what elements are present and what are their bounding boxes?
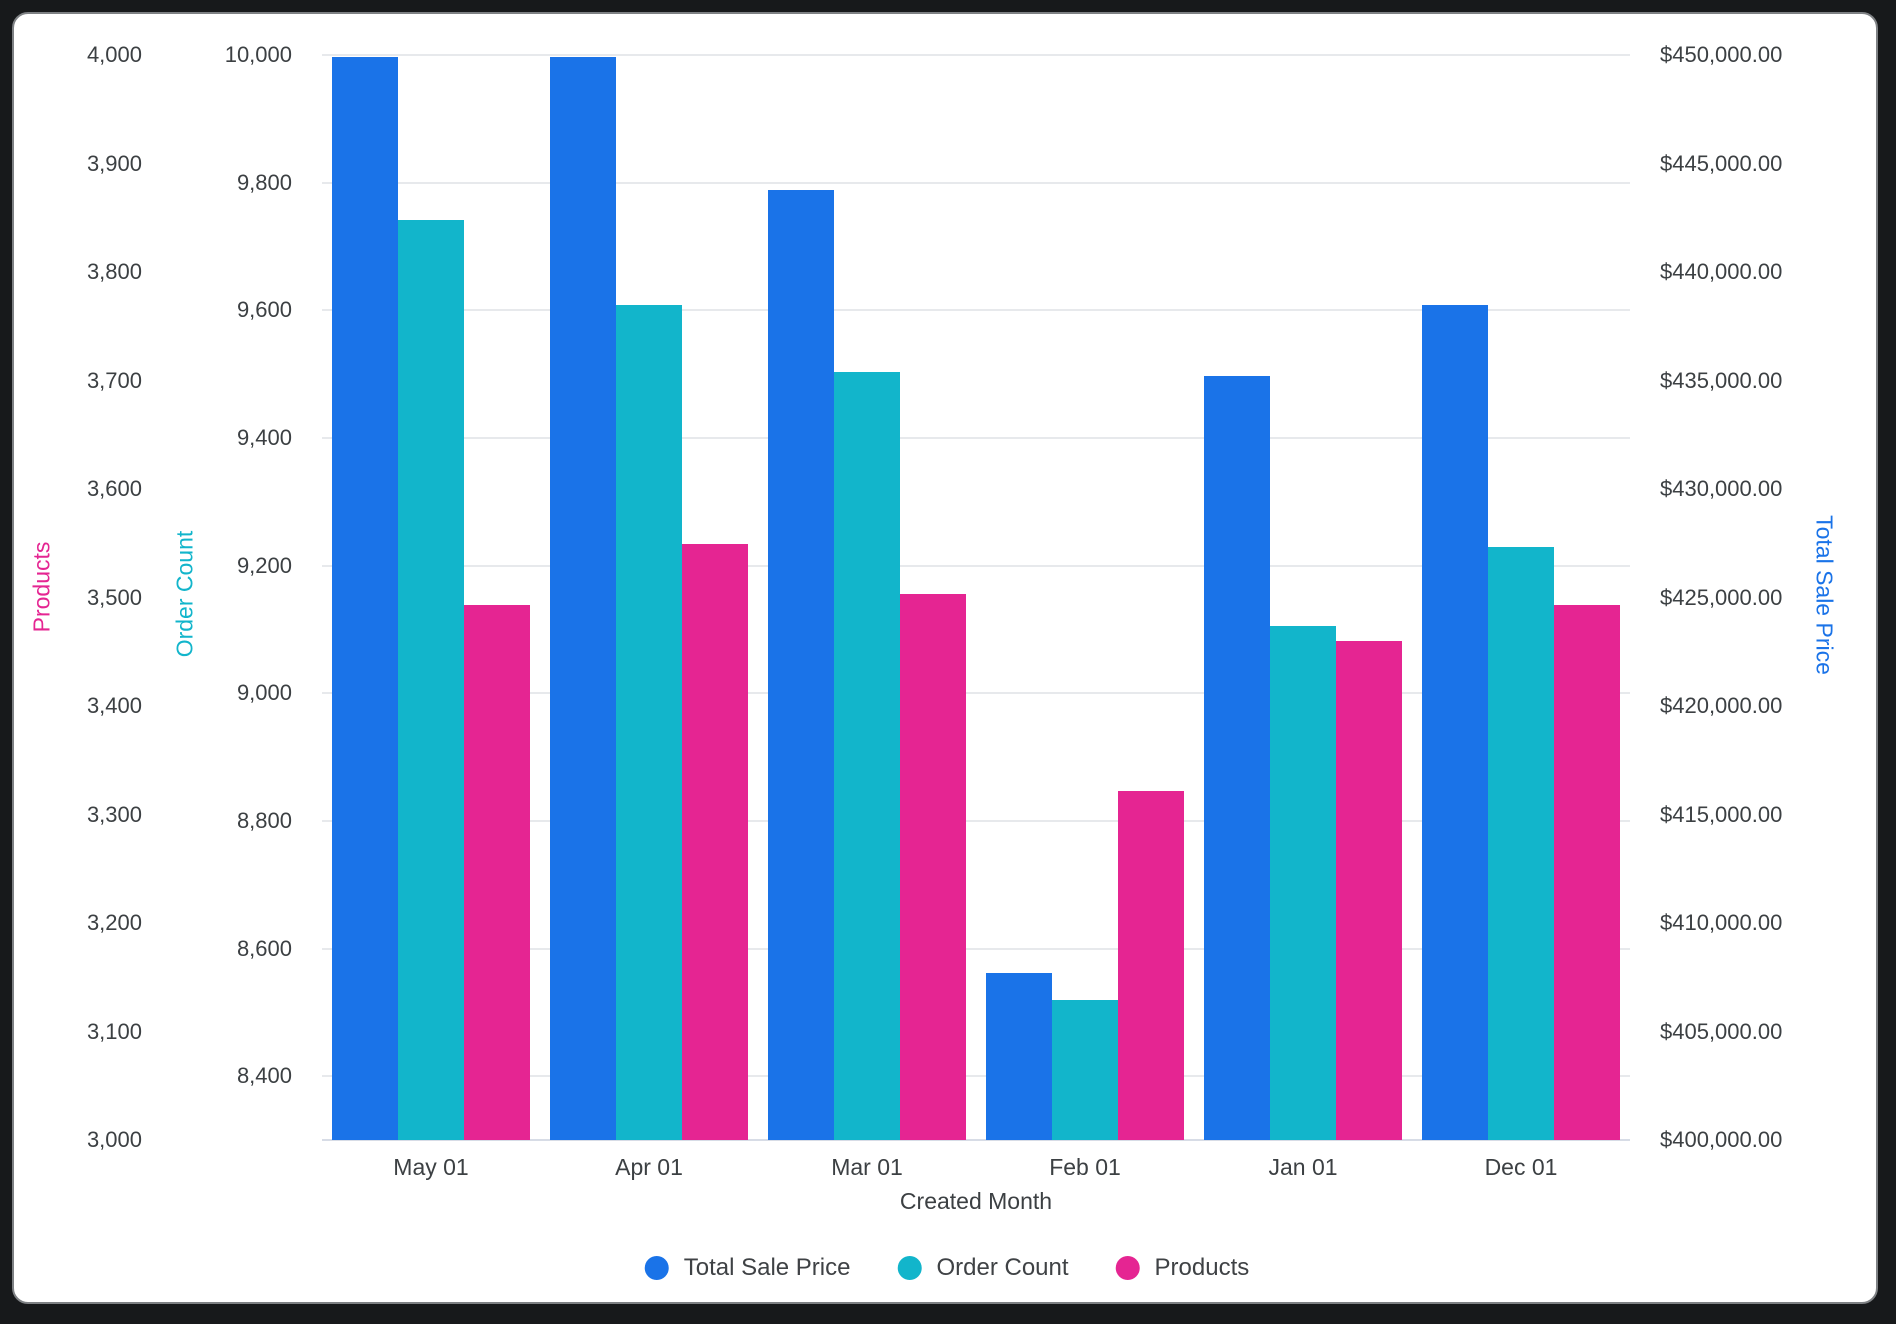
bar-products-jan-01[interactable] [1336, 640, 1402, 1140]
legend-dot-icon [644, 1256, 669, 1280]
bar-total-sale-price-dec-01[interactable] [1422, 304, 1488, 1140]
bar-order-count-feb-01[interactable] [1052, 1000, 1118, 1140]
legend-item-total-sale-price[interactable]: Total Sale Price [644, 1254, 851, 1282]
bar-order-count-may-01[interactable] [398, 219, 464, 1140]
x-axis-title: Created Month [899, 1188, 1053, 1214]
legend-label: Products [1154, 1254, 1250, 1281]
y-axis-title-total-sale-price: Total Sale Price [1811, 515, 1838, 675]
bar-order-count-jan-01[interactable] [1270, 625, 1336, 1140]
bar-products-mar-01[interactable] [900, 594, 966, 1140]
bar-products-dec-01[interactable] [1554, 605, 1620, 1140]
legend-dot-icon [897, 1256, 922, 1280]
bar-total-sale-price-feb-01[interactable] [986, 972, 1052, 1140]
legend-label: Total Sale Price [683, 1254, 851, 1281]
bar-order-count-apr-01[interactable] [616, 305, 682, 1140]
legend-item-order-count[interactable]: Order Count [897, 1254, 1069, 1282]
bar-total-sale-price-apr-01[interactable] [550, 57, 616, 1140]
legend-label: Order Count [936, 1254, 1069, 1281]
legend-dot-icon [1115, 1256, 1140, 1280]
y-axis-title-order-count: Order Count [171, 530, 198, 658]
bar-products-apr-01[interactable] [682, 544, 748, 1140]
bar-total-sale-price-jan-01[interactable] [1204, 376, 1270, 1140]
bar-order-count-dec-01[interactable] [1488, 547, 1554, 1140]
bar-total-sale-price-mar-01[interactable] [768, 189, 834, 1140]
legend-item-products[interactable]: Products [1115, 1254, 1250, 1282]
bar-total-sale-price-may-01[interactable] [332, 57, 398, 1140]
bar-products-feb-01[interactable] [1118, 790, 1184, 1140]
bar-products-may-01[interactable] [464, 605, 530, 1140]
bar-order-count-mar-01[interactable] [834, 372, 900, 1140]
y-axis-title-products: Products [28, 541, 55, 633]
legend: Total Sale Price Order Count Products [644, 1254, 1250, 1282]
